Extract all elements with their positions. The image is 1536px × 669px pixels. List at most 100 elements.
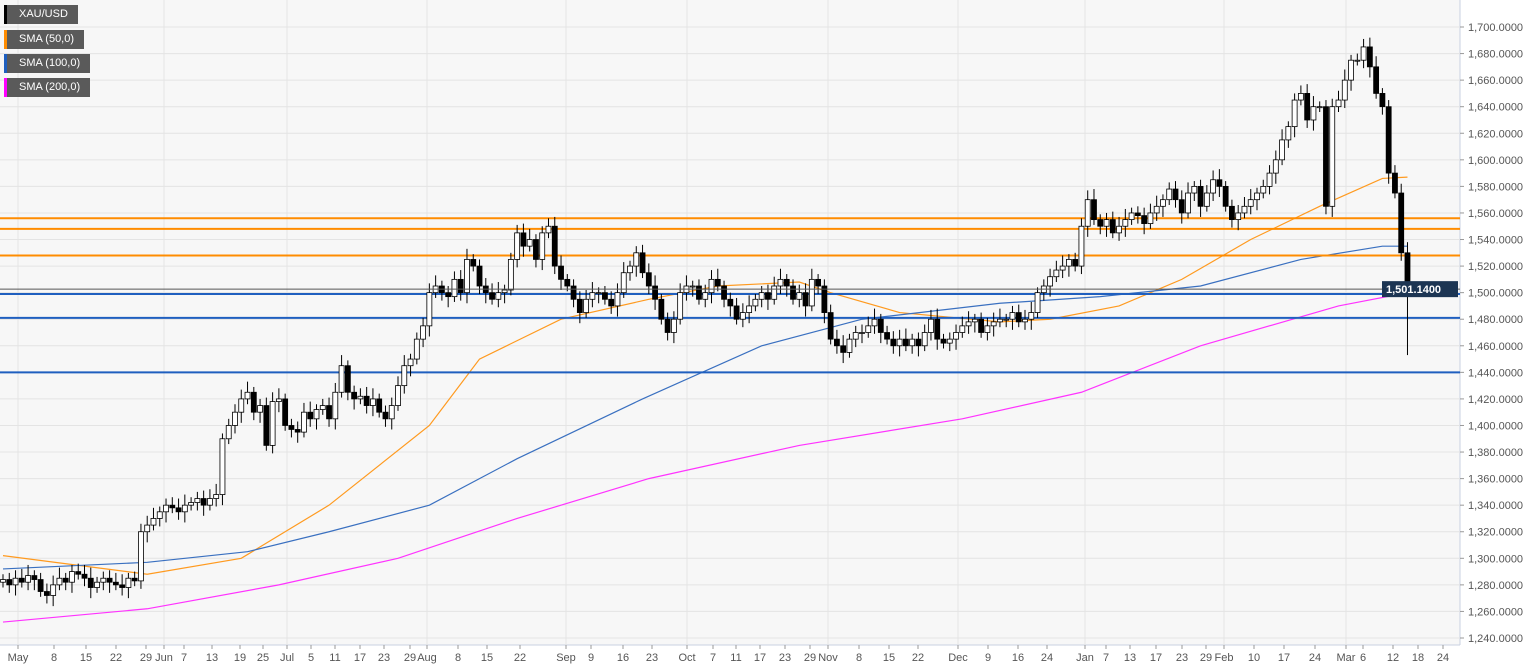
candle-body — [834, 338, 840, 347]
candle — [238, 389, 245, 423]
candle-body — [664, 318, 671, 333]
candle-body — [445, 292, 452, 298]
candle-body — [677, 292, 684, 320]
candle-body — [746, 305, 753, 313]
candle-body — [257, 405, 263, 413]
candle-body — [357, 395, 364, 400]
legend-sma50[interactable]: SMA (50,0) — [4, 30, 85, 49]
candle-body — [181, 504, 188, 513]
candle — [464, 248, 470, 304]
candle-body — [1109, 219, 1116, 234]
candle — [1134, 206, 1141, 224]
candle — [1172, 181, 1179, 208]
candle — [69, 564, 75, 593]
candle — [0, 574, 6, 588]
candle-body — [921, 332, 928, 347]
candle-body — [1335, 99, 1342, 108]
candle-body — [733, 305, 740, 320]
candle — [1229, 199, 1235, 228]
candle — [595, 287, 602, 304]
legend-sma100[interactable]: SMA (100,0) — [4, 54, 91, 73]
candle — [395, 376, 401, 411]
candle-body — [69, 571, 75, 583]
y-tick-label: 1,620.0000 — [1468, 128, 1523, 140]
x-tick-label: 15 — [80, 652, 92, 664]
candle — [652, 275, 658, 310]
candle — [971, 313, 978, 333]
x-tick-label: 8 — [455, 652, 461, 664]
legend-sma200[interactable]: SMA (200,0) — [4, 78, 91, 97]
x-tick-label: 24 — [1309, 652, 1321, 664]
candle — [1009, 305, 1016, 330]
candle — [282, 393, 289, 431]
candle-body — [533, 239, 539, 260]
y-tick-label: 1,700.0000 — [1468, 22, 1523, 34]
x-tick-label: Jun — [155, 652, 173, 664]
candle-body — [1128, 212, 1135, 220]
plot-area — [0, 0, 1460, 645]
candle — [1272, 150, 1279, 184]
x-tick-label: 6 — [1360, 652, 1366, 664]
candle — [106, 570, 113, 593]
candle — [1066, 254, 1072, 277]
candle-body — [106, 577, 113, 583]
x-tick-label: 25 — [257, 652, 269, 664]
candle — [332, 382, 339, 430]
candle-body — [1084, 199, 1091, 227]
candle-body — [765, 292, 771, 300]
candle-body — [1247, 199, 1254, 207]
candle-body — [31, 575, 38, 580]
candle-body — [953, 332, 959, 340]
candle — [169, 497, 176, 514]
candle-body — [840, 345, 847, 353]
y-tick-label: 1,500.0000 — [1468, 288, 1523, 300]
candle-body — [1216, 179, 1223, 187]
candle — [1354, 53, 1361, 66]
candle — [370, 388, 376, 417]
candle — [670, 311, 677, 344]
candle — [407, 353, 414, 377]
candle — [890, 331, 897, 354]
candle — [363, 386, 370, 414]
candle — [783, 274, 790, 297]
candle — [100, 571, 107, 591]
x-tick-label: 10 — [1248, 652, 1260, 664]
candle-body — [959, 325, 966, 333]
y-tick-label: 1,660.0000 — [1468, 75, 1523, 87]
candle-body — [501, 289, 508, 294]
candle — [1279, 129, 1285, 166]
candle — [18, 568, 25, 588]
y-tick-label: 1,640.0000 — [1468, 102, 1523, 114]
candle-body — [288, 425, 295, 430]
legend-label: XAU/USD — [19, 8, 68, 20]
candle-body — [1153, 205, 1160, 214]
x-tick-label: 8 — [856, 652, 862, 664]
x-tick-label: Nov — [818, 652, 838, 664]
x-tick-label: 11 — [730, 652, 741, 664]
candle — [495, 282, 502, 308]
candle-body — [200, 498, 207, 506]
candle — [834, 329, 840, 354]
candle-body — [238, 398, 245, 413]
candle-body — [407, 358, 414, 367]
candle-body — [43, 591, 50, 596]
candle-body — [614, 292, 621, 307]
candle-body — [207, 498, 213, 506]
candle — [915, 332, 922, 357]
candle-body — [846, 338, 853, 353]
candle-body — [639, 252, 646, 274]
x-tick-label: 8 — [51, 652, 57, 664]
candle-body — [489, 292, 495, 300]
candle — [1122, 208, 1129, 237]
candle-body — [1392, 172, 1398, 194]
candle-body — [696, 285, 702, 300]
candle-body — [495, 292, 502, 300]
y-tick-label: 1,300.0000 — [1468, 553, 1523, 565]
candle — [790, 279, 796, 305]
candle — [821, 279, 828, 324]
legend-xauusd[interactable]: XAU/USD — [4, 5, 78, 24]
candle-body — [777, 278, 784, 287]
x-tick-label: 5 — [308, 652, 314, 664]
candle-body — [250, 391, 257, 413]
